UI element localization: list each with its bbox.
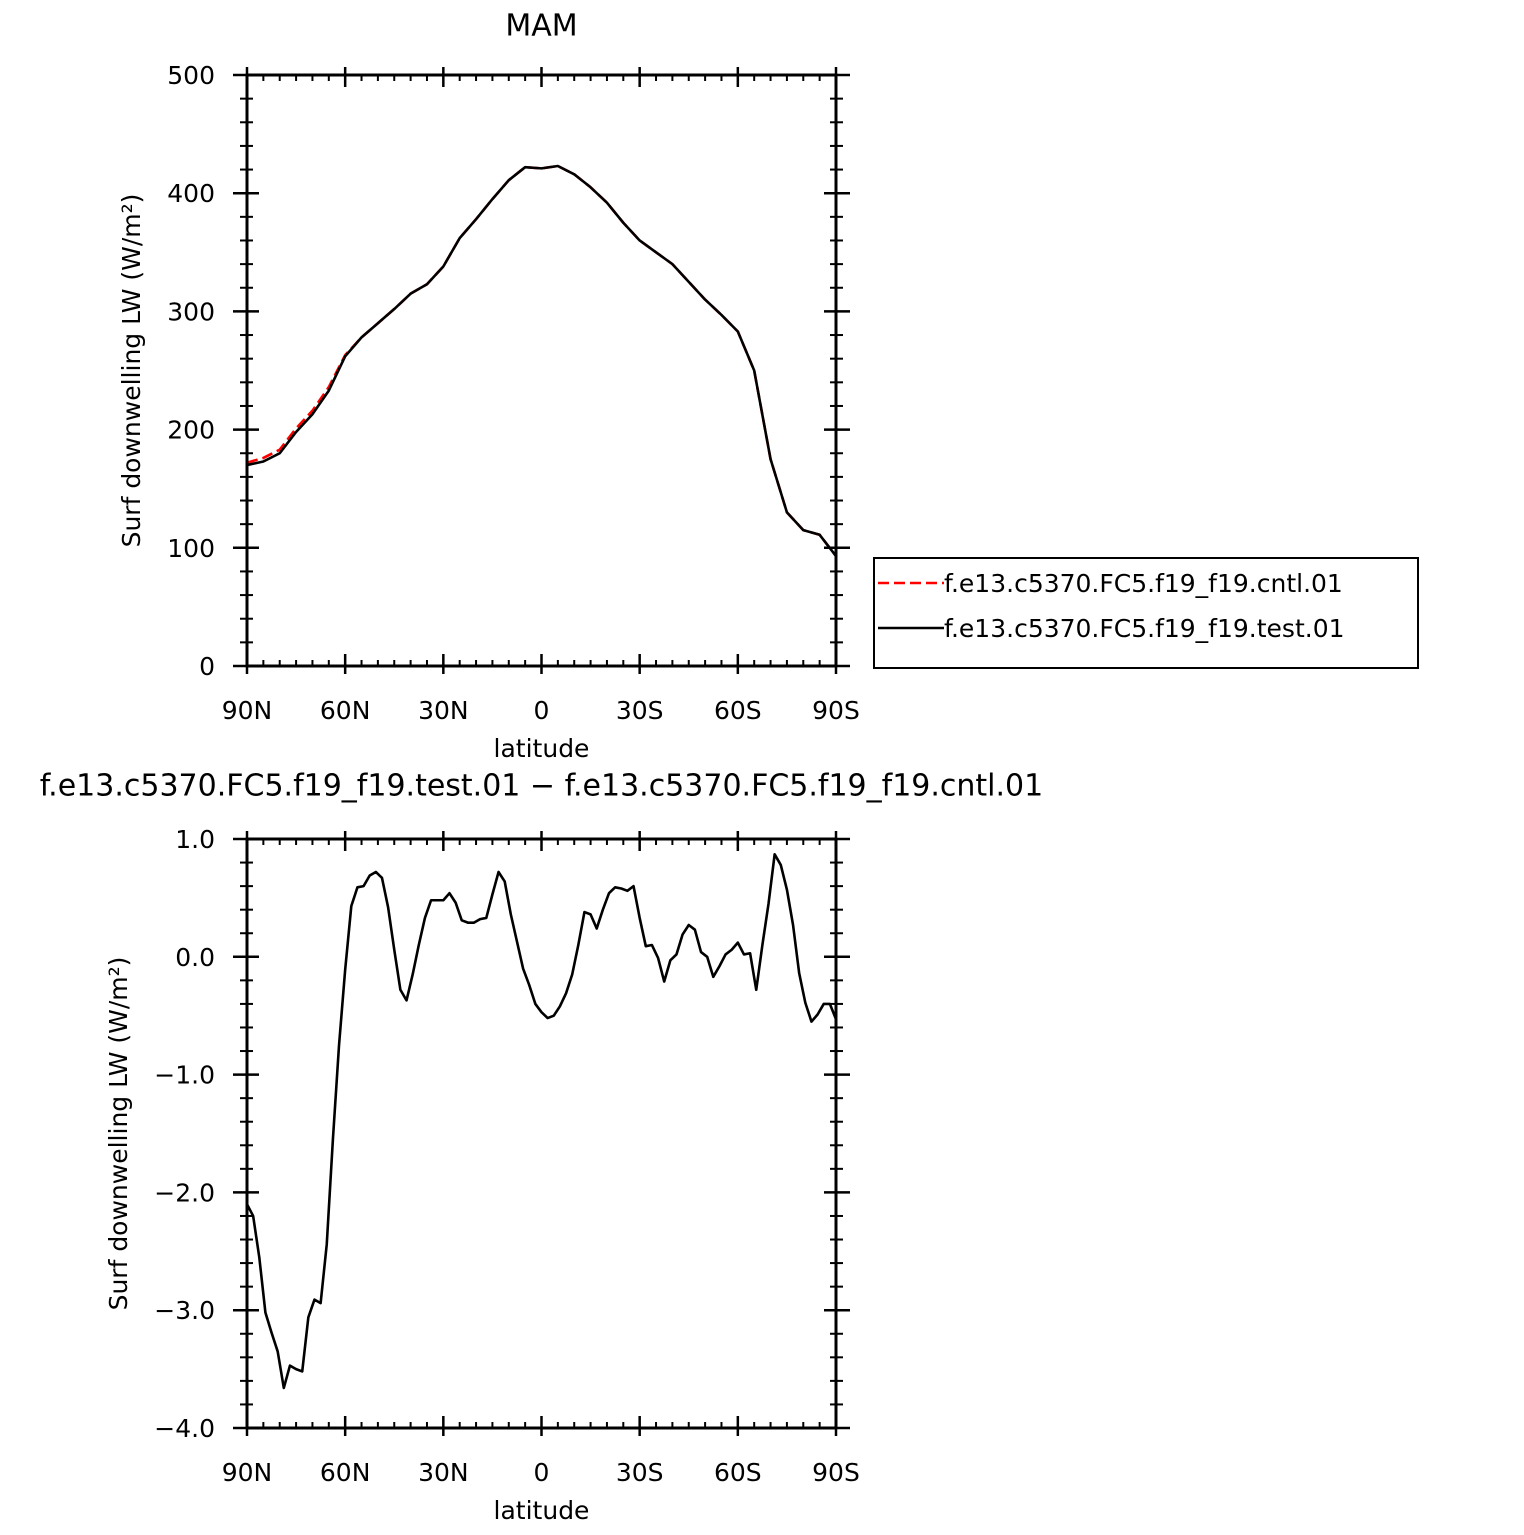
x-tick-label: 90N: [222, 1458, 273, 1487]
legend-box: [873, 557, 1419, 669]
y-tick-label: 1.0: [175, 825, 215, 854]
x-tick-label: 30S: [616, 1458, 664, 1487]
x-tick-label: 90N: [222, 696, 273, 725]
y-axis-label: Surf downwelling LW (W/m²): [104, 957, 133, 1311]
legend-label: f.e13.c5370.FC5.f19_f19.cntl.01: [944, 569, 1343, 598]
y-tick-label: 300: [167, 297, 215, 326]
chart-title: MAM: [505, 9, 577, 44]
x-tick-label: 0: [534, 696, 550, 725]
x-tick-label: 30N: [418, 1458, 469, 1487]
x-tick-label: 60S: [714, 1458, 762, 1487]
plot-frame: [245, 837, 838, 1430]
x-axis-label: latitude: [494, 1496, 590, 1525]
y-tick-label: −3.0: [154, 1296, 215, 1325]
x-tick-label: 60N: [320, 1458, 371, 1487]
y-tick-label: −2.0: [154, 1178, 215, 1207]
y-tick-label: 0: [199, 652, 215, 681]
x-tick-label: 90S: [812, 1458, 860, 1487]
y-tick-label: 0.0: [175, 943, 215, 972]
data-line: [246, 164, 838, 557]
x-tick-label: 60N: [320, 696, 371, 725]
x-tick-label: 30N: [418, 696, 469, 725]
x-tick-label: 30S: [616, 696, 664, 725]
x-axis-label: latitude: [494, 734, 590, 763]
x-tick-label: 60S: [714, 696, 762, 725]
data-line: [246, 164, 838, 557]
y-axis-label: Surf downwelling LW (W/m²): [117, 194, 146, 548]
y-tick-label: 200: [167, 416, 215, 445]
y-tick-label: 500: [167, 61, 215, 90]
y-tick-label: 100: [167, 534, 215, 563]
x-tick-label: 90S: [812, 696, 860, 725]
chart-title: f.e13.c5370.FC5.f19_f19.test.01 − f.e13.…: [40, 769, 1043, 804]
data-line: [245, 853, 838, 1390]
y-tick-label: −4.0: [154, 1414, 215, 1443]
plot-frame: [245, 73, 838, 668]
y-tick-label: 400: [167, 179, 215, 208]
x-tick-label: 0: [534, 1458, 550, 1487]
legend-label: f.e13.c5370.FC5.f19_f19.test.01: [944, 614, 1345, 643]
y-tick-label: −1.0: [154, 1061, 215, 1090]
